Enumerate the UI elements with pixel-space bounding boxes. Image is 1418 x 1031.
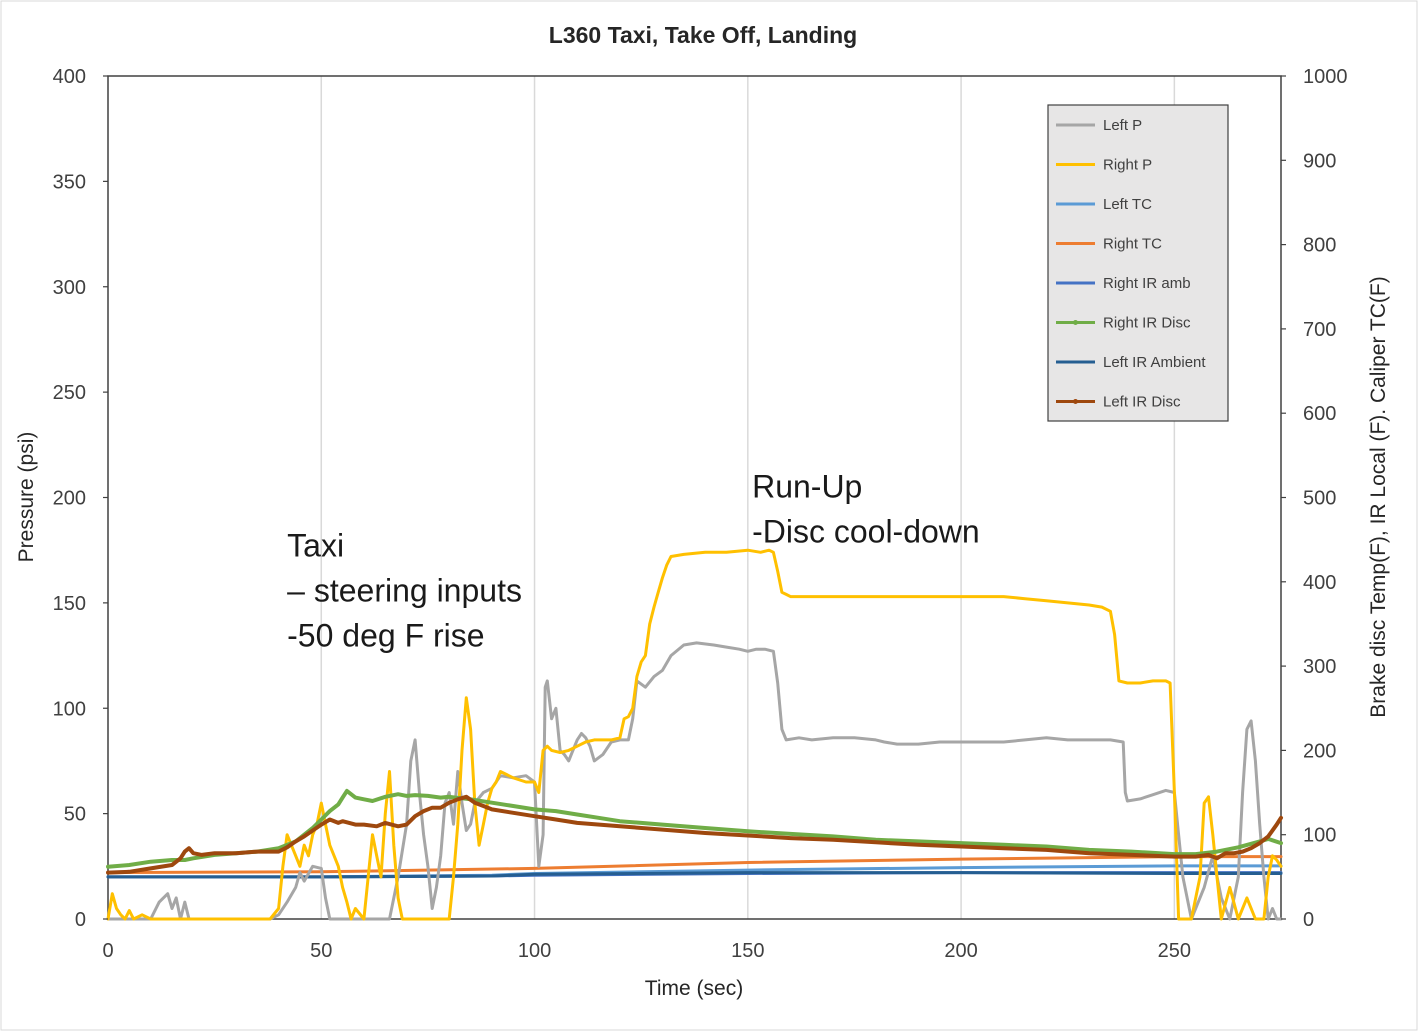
x-tick-label: 100	[518, 940, 551, 962]
legend-label: Right TC	[1103, 236, 1162, 253]
x-tick-label: 0	[102, 940, 113, 962]
legend-label: Left P	[1103, 117, 1142, 134]
y-tick-label: 250	[53, 382, 86, 404]
series-line-left-ir-ambient	[106, 871, 1283, 879]
y2-tick-label: 600	[1303, 403, 1336, 425]
series-line-left-p	[106, 641, 1283, 921]
annotation-line: – steering inputs	[287, 573, 522, 609]
legend-marker	[1073, 399, 1078, 404]
y2-tick-label: 500	[1303, 488, 1336, 510]
x-tick-label: 50	[310, 940, 332, 962]
annotation-line: -50 deg F rise	[287, 618, 484, 654]
y2-axis-title: Brake disc Temp(F), IR Local (F). Calipe…	[1367, 276, 1390, 717]
y-tick-label: 0	[75, 909, 86, 931]
annotation-line: Taxi	[287, 528, 344, 564]
y2-tick-label: 0	[1303, 909, 1314, 931]
y-tick-label: 350	[53, 171, 86, 193]
legend-label: Left IR Ambient	[1103, 354, 1206, 371]
series-lines	[106, 548, 1283, 921]
y-axis-title: Pressure (psi)	[15, 432, 38, 563]
y2-tick-label: 800	[1303, 235, 1336, 257]
y-tick-label: 400	[53, 66, 86, 88]
y2-tick-label: 300	[1303, 656, 1336, 678]
legend-label: Right IR amb	[1103, 275, 1191, 292]
x-tick-label: 150	[731, 940, 764, 962]
y2-tick-label: 400	[1303, 572, 1336, 594]
chart-title: L360 Taxi, Take Off, Landing	[549, 22, 857, 48]
x-tick-label: 200	[944, 940, 977, 962]
y2-tick-label: 200	[1303, 740, 1336, 762]
y2-tick-label: 100	[1303, 825, 1336, 847]
annotations: Taxi – steering inputs -50 deg F rise Run-U…	[287, 469, 980, 654]
y-tick-label: 200	[53, 488, 86, 510]
y-tick-label: 100	[53, 698, 86, 720]
legend-label: Right P	[1103, 157, 1152, 174]
legend-label: Left IR Disc	[1103, 394, 1181, 411]
annotation-line: Run-Up	[752, 469, 862, 505]
legend-label: Left TC	[1103, 196, 1152, 213]
legend-box	[1047, 104, 1229, 422]
axes: 0 50 100 150 200 250 0 50 100 150 200 250 300 350 400 0…	[53, 66, 1348, 962]
series-line-left-ir-disc	[106, 794, 1283, 875]
y-tick-label: 300	[53, 277, 86, 299]
y-tick-label: 150	[53, 593, 86, 615]
legend: Left P Right P Left TC Right TC Right IR amb…	[1047, 104, 1229, 422]
y2-tick-label: 900	[1303, 150, 1336, 172]
y2-tick-label: 1000	[1303, 66, 1348, 88]
legend-marker	[1073, 320, 1078, 325]
annotation-text: Taxi – steering inputs -50 deg F rise	[287, 528, 522, 654]
x-tick-label: 250	[1158, 940, 1191, 962]
x-axis-title: Time (sec)	[645, 977, 743, 1000]
series-line-right-ir-disc	[106, 788, 1283, 869]
y-tick-label: 50	[64, 804, 86, 826]
annotation-line: -Disc cool-down	[752, 514, 980, 550]
legend-label: Right IR Disc	[1103, 315, 1191, 332]
y2-tick-label: 700	[1303, 319, 1336, 341]
annotation-text: Run-Up -Disc cool-down	[752, 469, 980, 550]
